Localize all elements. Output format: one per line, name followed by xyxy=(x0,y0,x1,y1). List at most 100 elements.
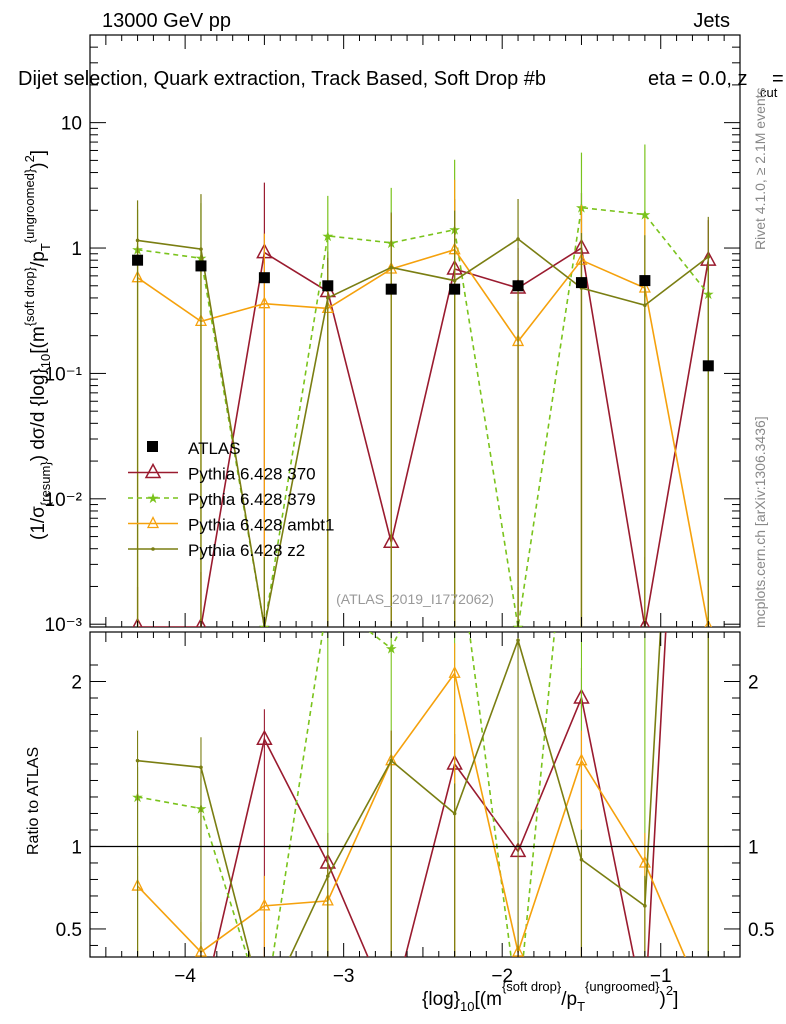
xl-9: 2 xyxy=(666,983,673,998)
xl-4: {soft drop} xyxy=(502,979,562,994)
atlas-point xyxy=(385,283,397,295)
yl-7: /p xyxy=(28,251,49,267)
ratio-y-tick-label: 0.5 xyxy=(56,920,82,941)
ratio-series-z2-marker xyxy=(452,811,457,816)
ratio-series-z2-marker xyxy=(516,638,520,643)
main-series-370-marker xyxy=(132,617,143,627)
yl-2: {resum} xyxy=(38,461,53,506)
main-frame xyxy=(89,34,741,628)
main-series-z2-marker xyxy=(706,255,711,259)
yl-11: 2 xyxy=(22,155,37,162)
y-tick-label: 1 xyxy=(71,239,82,260)
ratio-y-tick-label: 1 xyxy=(71,837,82,858)
ratio-series-370 xyxy=(212,632,667,957)
main-series-379 xyxy=(137,206,709,627)
x-axis-label: {log}10[(m{soft drop}/pT{ungroomed})2] xyxy=(422,979,678,1014)
x-tick-label: −3 xyxy=(333,966,355,987)
ratio-frame xyxy=(89,631,741,958)
ratio-series-z2-marker xyxy=(643,904,647,908)
ratio-series-370-marker xyxy=(131,1003,145,1016)
main-series-z2-marker xyxy=(326,296,330,300)
x-tick-label: −4 xyxy=(174,966,196,987)
ratio-series-ambt1-marker xyxy=(575,753,588,766)
main-series-z2-marker xyxy=(135,238,140,243)
plot-title: Dijet selection, Quark extraction, Track… xyxy=(18,68,546,90)
legend-label: Pythia 6.428 ambt1 xyxy=(188,516,334,535)
xl-1: {log} xyxy=(422,989,460,1010)
ratio-y-tick-label: 2 xyxy=(71,672,82,693)
ratio-series-379-marker: ★ xyxy=(512,1003,525,1019)
atlas-point xyxy=(322,280,334,292)
xl-3: [(m xyxy=(475,989,502,1010)
xl-10: ] xyxy=(673,989,678,1010)
yl-12: ] xyxy=(28,150,49,155)
main-series-370-marker xyxy=(195,617,207,627)
y-tick-label: 10 xyxy=(61,114,82,135)
analysis-watermark: (ATLAS_2019_I1772062) xyxy=(336,591,494,607)
xl-2: 10 xyxy=(460,999,474,1014)
atlas-point xyxy=(512,280,524,292)
main-series-z2-marker xyxy=(199,247,203,251)
ratio-series-370-marker xyxy=(194,1003,208,1016)
atlas-point xyxy=(702,360,714,372)
ratio-series-370-marker xyxy=(384,1003,398,1016)
plot-title-end: = xyxy=(772,68,784,90)
main-series-z2-marker xyxy=(389,265,394,270)
legend-label: Pythia 6.428 z2 xyxy=(188,541,305,560)
atlas-point xyxy=(449,283,461,295)
plot-title-sub: cut xyxy=(760,85,778,100)
category-label: Jets xyxy=(693,10,730,32)
mcplots-label: mcplots.cern.ch [arXiv:1306.3436] xyxy=(752,416,768,628)
y-tick-label: 10⁻³ xyxy=(45,615,83,636)
ratio-y-tick-label-right: 0.5 xyxy=(748,920,774,941)
plot-title-tail: eta = 0.0, z xyxy=(648,68,748,90)
x-tick-label: −2 xyxy=(491,966,513,987)
ratio-y-tick-label-right: 1 xyxy=(748,837,759,858)
xl-5: /p xyxy=(561,989,577,1010)
ratio-series-379-marker: ★ xyxy=(385,640,398,656)
ratio-series-379-marker: ★ xyxy=(258,1003,271,1019)
ratio-series-z2-marker xyxy=(579,857,584,862)
ratio-series-ambt1-marker xyxy=(258,898,271,911)
x-tick-label: −1 xyxy=(650,966,672,987)
main-series-z2-marker xyxy=(452,278,457,283)
xl-6: T xyxy=(577,999,585,1014)
atlas-point xyxy=(195,260,207,272)
legend-label: Pythia 6.428 370 xyxy=(188,465,316,484)
legend: ATLAS Pythia 6.428 370 ★ Pythia 6.428 379 Py… xyxy=(128,439,334,560)
yl-9: {ungroomed} xyxy=(22,168,37,243)
atlas-point xyxy=(639,275,651,287)
yl-8: T xyxy=(38,243,53,251)
legend-marker xyxy=(151,547,155,551)
main-series-z2 xyxy=(137,238,709,627)
ratio-series-z2-marker xyxy=(263,1010,267,1014)
ratio-series-ambt1 xyxy=(136,671,686,957)
plot-title-main: Dijet selection, Quark extraction, Track… xyxy=(18,68,546,90)
yl-6: {soft drop} xyxy=(22,266,37,326)
main-series-379-marker: ★ xyxy=(322,228,335,244)
ratio-series-ambt1-marker xyxy=(703,1005,713,1015)
legend-marker: ★ xyxy=(147,490,160,506)
atlas-point xyxy=(258,272,270,284)
main-series-379-marker: ★ xyxy=(639,207,652,223)
ratio-series-370-marker xyxy=(638,1003,652,1016)
legend-label: Pythia 6.428 379 xyxy=(188,490,316,509)
ratio-series-z2-marker xyxy=(199,765,203,770)
main-series-ambt1 xyxy=(137,248,710,627)
yl-5: [(m xyxy=(28,326,49,353)
ratio-series-ambt1-marker xyxy=(448,665,461,678)
ratio-series-370-marker xyxy=(256,729,273,745)
ratio-series-z2-marker xyxy=(389,758,394,763)
ratio-series-z2 xyxy=(137,632,662,957)
atlas-point xyxy=(575,277,587,289)
yl-10: ) xyxy=(28,162,49,168)
main-series-z2-marker xyxy=(643,303,647,308)
xl-7: {ungroomed} xyxy=(585,979,660,994)
legend-marker xyxy=(144,462,162,479)
main-series-370 xyxy=(137,246,710,627)
ratio-series-z2-marker xyxy=(326,874,330,878)
main-series-370-marker xyxy=(639,617,651,627)
y-axis-label-ratio: Ratio to ATLAS xyxy=(25,747,42,855)
ratio-series-z2-marker xyxy=(135,758,140,763)
